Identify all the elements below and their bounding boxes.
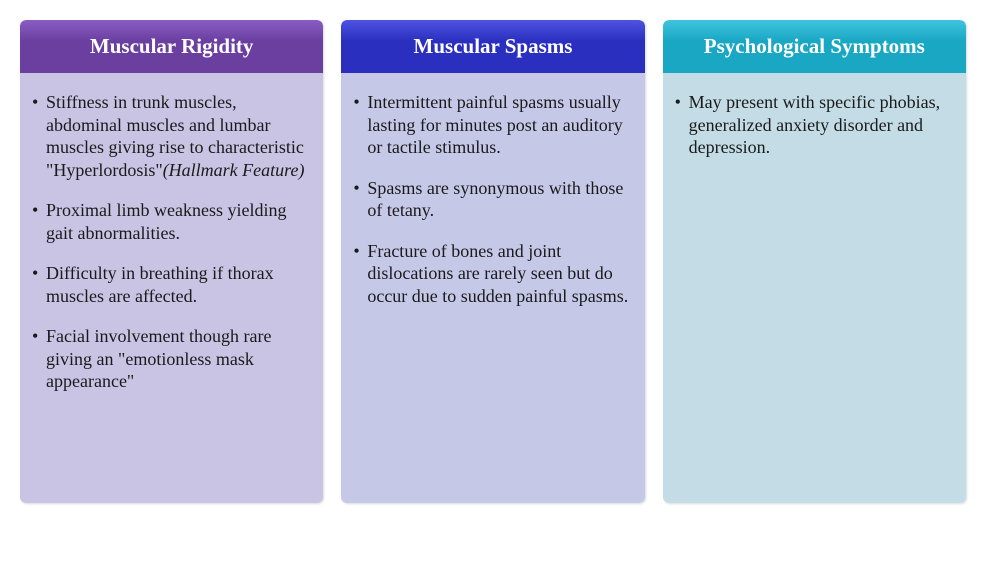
card-rigidity: Muscular Rigidity Stiffness in trunk musc… <box>20 20 323 503</box>
text-segment: Facial involvement though rare giving an… <box>46 326 271 391</box>
card-psych: Psychological Symptoms May present with s… <box>663 20 966 503</box>
points-list: May present with specific phobias, gener… <box>673 91 952 159</box>
text-segment: Proximal limb weakness yielding gait abn… <box>46 200 286 243</box>
card-spasms: Muscular Spasms Intermittent painful spas… <box>341 20 644 503</box>
points-list: Stiffness in trunk muscles, abdominal mu… <box>30 91 309 393</box>
card-body-psych: May present with specific phobias, gener… <box>663 73 966 503</box>
card-header-rigidity: Muscular Rigidity <box>20 20 323 73</box>
points-list: Intermittent painful spasms usually last… <box>351 91 630 307</box>
list-item: Proximal limb weakness yielding gait abn… <box>30 199 309 244</box>
list-item: Stiffness in trunk muscles, abdominal mu… <box>30 91 309 181</box>
text-segment: Spasms are synonymous with those of teta… <box>367 178 623 221</box>
card-header-psych: Psychological Symptoms <box>663 20 966 73</box>
list-item: Fracture of bones and joint dislocations… <box>351 240 630 308</box>
card-header-spasms: Muscular Spasms <box>341 20 644 73</box>
text-segment: Difficulty in breathing if thorax muscle… <box>46 263 274 306</box>
list-item: Facial involvement though rare giving an… <box>30 325 309 393</box>
cards-container: Muscular Rigidity Stiffness in trunk musc… <box>20 20 966 503</box>
text-segment: (Hallmark Feature) <box>163 160 305 180</box>
list-item: May present with specific phobias, gener… <box>673 91 952 159</box>
list-item: Spasms are synonymous with those of teta… <box>351 177 630 222</box>
text-segment: May present with specific phobias, gener… <box>689 92 940 157</box>
card-body-rigidity: Stiffness in trunk muscles, abdominal mu… <box>20 73 323 503</box>
card-body-spasms: Intermittent painful spasms usually last… <box>341 73 644 503</box>
text-segment: Intermittent painful spasms usually last… <box>367 92 622 157</box>
list-item: Difficulty in breathing if thorax muscle… <box>30 262 309 307</box>
list-item: Intermittent painful spasms usually last… <box>351 91 630 159</box>
text-segment: Fracture of bones and joint dislocations… <box>367 241 628 306</box>
